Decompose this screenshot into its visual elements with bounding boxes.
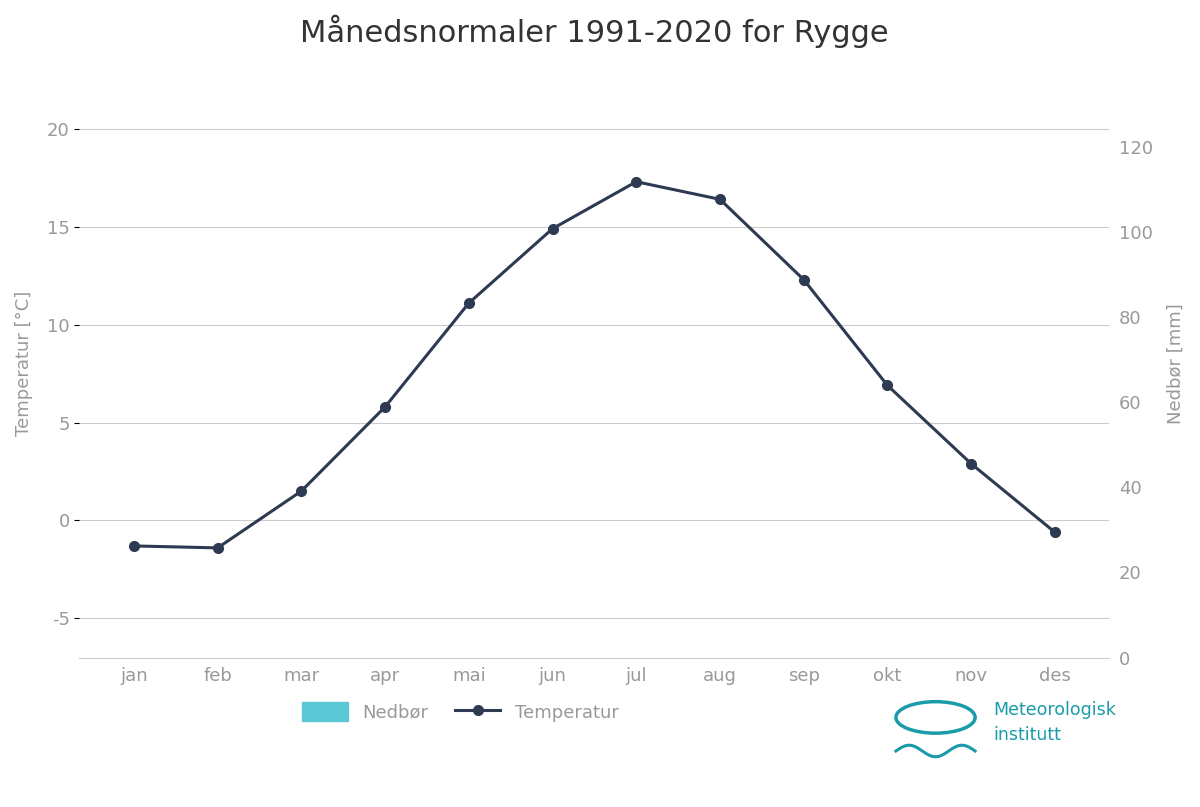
Bar (281, 658, 323, 772)
Bar (950, 658, 992, 729)
Bar (532, 658, 574, 748)
Y-axis label: Temperatur [°C]: Temperatur [°C] (14, 291, 34, 437)
Bar (448, 658, 490, 767)
Bar (1034, 658, 1075, 747)
Bar (866, 658, 908, 718)
Title: Månedsnormaler 1991-2020 for Rygge: Månedsnormaler 1991-2020 for Rygge (300, 15, 889, 48)
Bar (113, 658, 155, 756)
Bar (700, 658, 740, 731)
Bar (616, 658, 658, 748)
Y-axis label: Nedbør [mm]: Nedbør [mm] (1166, 303, 1186, 424)
Text: Meteorologisk
institutt: Meteorologisk institutt (994, 701, 1116, 744)
Legend: Nedbør, Temperatur: Nedbør, Temperatur (294, 693, 628, 731)
Bar (197, 658, 239, 769)
Bar (782, 658, 824, 738)
Bar (364, 658, 406, 771)
